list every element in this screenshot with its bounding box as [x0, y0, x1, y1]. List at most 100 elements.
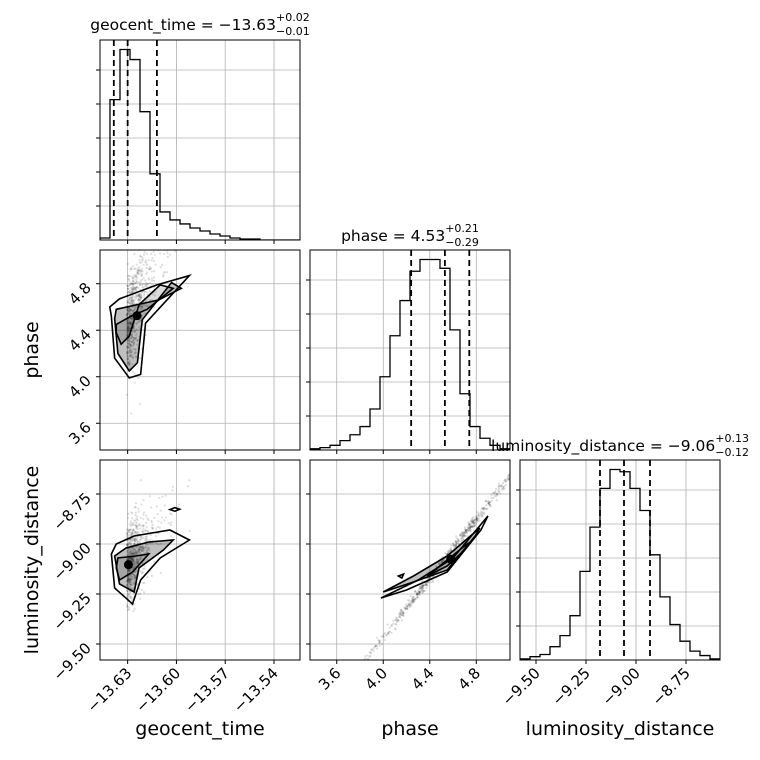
sample-point [163, 519, 166, 522]
sample-point [138, 294, 141, 297]
sample-point [473, 522, 476, 525]
sample-point [131, 537, 134, 540]
sample-point [131, 567, 134, 570]
sample-point [416, 592, 419, 596]
sample-point [127, 531, 131, 534]
sample-point [134, 537, 137, 540]
sample-point [135, 356, 138, 359]
sample-point [455, 541, 458, 544]
sample-point [151, 527, 154, 530]
sample-point [142, 286, 145, 290]
sample-point [132, 550, 135, 554]
sample-point [388, 630, 391, 633]
sample-point [127, 577, 130, 580]
panel-frame [99, 249, 301, 451]
sample-point [130, 551, 133, 554]
sample-point [145, 537, 148, 540]
sample-point [150, 252, 153, 255]
sample-point [127, 570, 130, 573]
sample-point [128, 352, 131, 355]
sample-point [154, 294, 157, 297]
sample-point [128, 320, 131, 324]
sample-point [129, 289, 132, 292]
sample-point [137, 507, 140, 510]
sample-point [425, 581, 428, 585]
sample-point [369, 652, 372, 655]
sample-point [129, 346, 132, 349]
sample-point [493, 492, 496, 495]
sample-point [473, 524, 476, 527]
sample-point [454, 544, 457, 547]
sample-point [134, 506, 137, 509]
sample-point [130, 309, 133, 312]
sample-point [136, 322, 139, 325]
sample-point [127, 595, 130, 598]
sample-point [462, 538, 465, 541]
x-tick-label: −9.25 [549, 664, 594, 709]
sample-point [464, 530, 467, 533]
sample-point [133, 352, 136, 355]
sample-point [129, 336, 132, 339]
sample-point [469, 524, 472, 527]
sample-point [131, 547, 135, 550]
sample-point [485, 504, 488, 507]
sample-point [132, 336, 136, 339]
sample-point [139, 516, 142, 519]
sample-point [511, 469, 513, 471]
sample-point [130, 317, 133, 320]
sample-point [402, 614, 405, 617]
sample-point [369, 655, 372, 658]
sample-point [479, 512, 482, 515]
sample-point [468, 527, 471, 530]
sample-point [131, 539, 134, 542]
sample-point [167, 232, 169, 234]
sample-point [135, 323, 138, 326]
sample-point [130, 341, 134, 344]
sample-point [134, 551, 137, 555]
sample-point [127, 578, 130, 582]
sample-point [133, 339, 136, 342]
sample-point [147, 548, 150, 551]
sample-point [126, 309, 130, 312]
y-tick-label: −9.25 [50, 589, 95, 634]
sample-point [125, 532, 128, 535]
sample-point [151, 527, 155, 530]
sample-point [158, 496, 161, 499]
sample-point [171, 485, 174, 488]
sample-point [126, 543, 129, 546]
sample-point [139, 524, 142, 527]
sample-point [144, 260, 147, 264]
sample-point [134, 576, 137, 579]
sample-point [145, 550, 148, 553]
sample-point [400, 619, 404, 622]
sample-point [129, 531, 132, 534]
sample-point [131, 560, 134, 563]
sample-point [131, 533, 134, 536]
sample-point [329, 702, 331, 704]
sample-point [143, 511, 146, 514]
sample-point [133, 542, 136, 546]
sample-point [166, 251, 169, 255]
sample-point [455, 544, 458, 547]
sample-point [131, 577, 134, 580]
sample-point [127, 557, 131, 560]
sample-point [130, 547, 133, 550]
sample-point [128, 337, 131, 340]
sample-point [399, 614, 402, 617]
sample-point [511, 473, 513, 475]
sample-point [125, 327, 129, 330]
sample-point [129, 569, 132, 572]
sample-point [134, 563, 137, 566]
sample-point [421, 591, 424, 594]
sample-point [474, 523, 477, 526]
title-luminosity-distance: luminosity_distance = −9.06+0.13 −0.12 [491, 432, 749, 459]
sample-point [129, 268, 132, 271]
sample-point [131, 559, 134, 562]
sample-point [455, 543, 458, 547]
sample-point [132, 343, 135, 346]
sample-point [469, 520, 472, 523]
sample-point [412, 595, 415, 599]
sample-point [128, 363, 131, 366]
sample-point [485, 507, 488, 511]
sample-point [150, 270, 154, 273]
